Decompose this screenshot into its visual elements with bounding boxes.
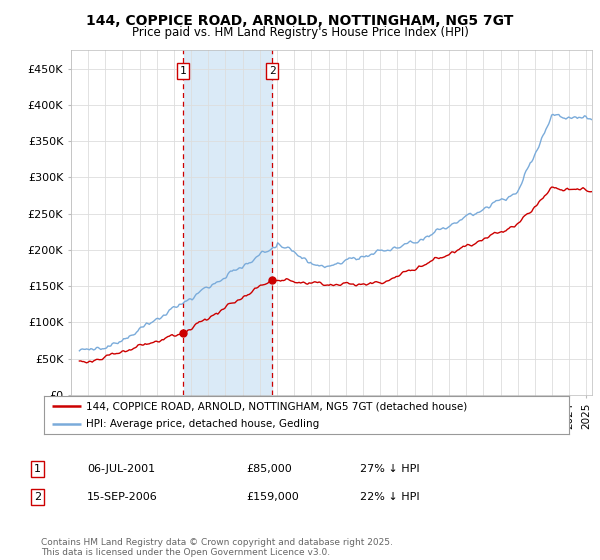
Text: £159,000: £159,000 xyxy=(246,492,299,502)
Text: Price paid vs. HM Land Registry's House Price Index (HPI): Price paid vs. HM Land Registry's House … xyxy=(131,26,469,39)
Text: £85,000: £85,000 xyxy=(246,464,292,474)
Text: 22% ↓ HPI: 22% ↓ HPI xyxy=(360,492,419,502)
Text: 15-SEP-2006: 15-SEP-2006 xyxy=(87,492,158,502)
Text: Contains HM Land Registry data © Crown copyright and database right 2025.
This d: Contains HM Land Registry data © Crown c… xyxy=(41,538,392,557)
Text: 2: 2 xyxy=(34,492,41,502)
Text: 27% ↓ HPI: 27% ↓ HPI xyxy=(360,464,419,474)
Text: 2: 2 xyxy=(269,66,275,76)
Text: 1: 1 xyxy=(179,66,186,76)
Text: 144, COPPICE ROAD, ARNOLD, NOTTINGHAM, NG5 7GT (detached house): 144, COPPICE ROAD, ARNOLD, NOTTINGHAM, N… xyxy=(86,401,467,411)
Text: 06-JUL-2001: 06-JUL-2001 xyxy=(87,464,155,474)
Text: 1: 1 xyxy=(34,464,41,474)
Text: 144, COPPICE ROAD, ARNOLD, NOTTINGHAM, NG5 7GT: 144, COPPICE ROAD, ARNOLD, NOTTINGHAM, N… xyxy=(86,14,514,28)
Text: HPI: Average price, detached house, Gedling: HPI: Average price, detached house, Gedl… xyxy=(86,419,319,429)
